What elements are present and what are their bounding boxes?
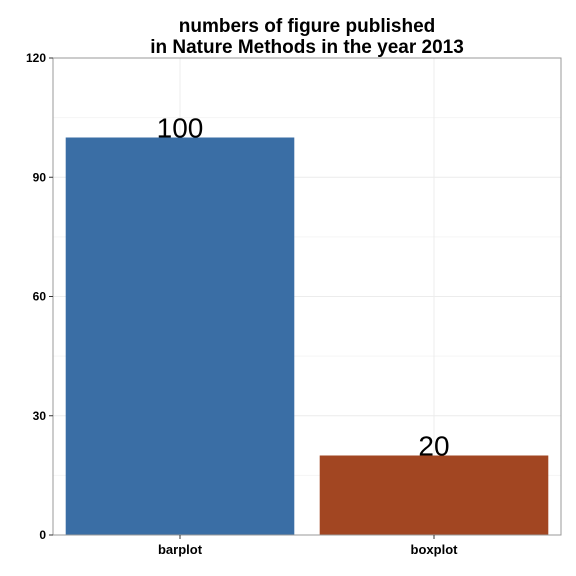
y-tick-label: 30 (33, 409, 47, 423)
y-tick-label: 0 (39, 528, 46, 542)
y-tick-label: 60 (33, 290, 47, 304)
bar-barplot (65, 137, 295, 535)
data-label-boxplot: 20 (418, 431, 449, 462)
chart-title-line-1: numbers of figure published (179, 16, 436, 37)
x-tick-label: boxplot (411, 542, 459, 557)
y-tick-label: 120 (26, 51, 46, 65)
x-tick-label: barplot (158, 542, 203, 557)
bars: 100 20 (65, 113, 549, 535)
chart-title-line-2: in Nature Methods in the year 2013 (150, 37, 464, 58)
y-tick-label: 90 (33, 170, 47, 184)
bar-boxplot (319, 455, 549, 535)
y-axis: 0 30 60 90 120 (26, 51, 53, 542)
data-label-barplot: 100 (157, 113, 204, 144)
x-axis: barplot boxplot (158, 535, 458, 557)
